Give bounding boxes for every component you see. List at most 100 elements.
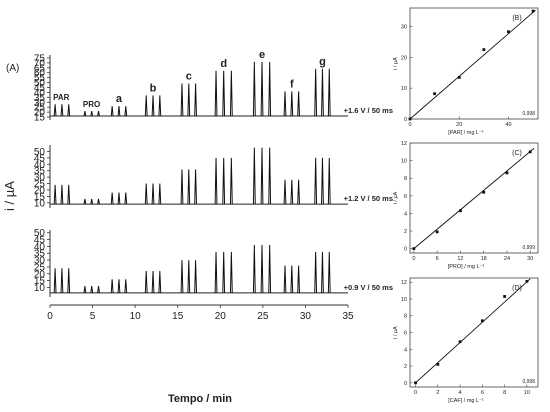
- peak-group-label-g: g: [319, 56, 326, 68]
- peak-b-1-trace-0: [144, 95, 148, 117]
- panel-B-x-axis-label: [PAR] / mg L⁻¹: [448, 130, 484, 136]
- trace-1-y-tick-label: 35: [34, 166, 46, 177]
- panel-D-y-tick-label: 4: [404, 347, 407, 353]
- peak-c-3-trace-0: [194, 83, 197, 117]
- panel-D-x-tick-label: 2: [436, 390, 439, 396]
- peak-PRO-1-trace-2: [83, 285, 87, 293]
- peak-g-2-trace-1: [321, 157, 324, 205]
- peak-PAR-1-trace-1: [53, 184, 57, 205]
- peak-a-2-trace-1: [117, 192, 121, 205]
- panel-C-y-tick-label: 12: [401, 141, 407, 147]
- x-tick-label: 5: [90, 311, 96, 322]
- panel-C-fit-line: [413, 147, 535, 249]
- peak-a-1-trace-2: [110, 279, 114, 293]
- peak-b-1-trace-1: [144, 183, 148, 205]
- panel-B-y-tick-label: 10: [401, 86, 407, 92]
- trace-0-y-tick-label: 20: [34, 108, 46, 119]
- peak-f-2-trace-2: [290, 265, 294, 293]
- panel-D-label: (D): [512, 285, 522, 292]
- peak-e-2-trace-0: [260, 61, 264, 117]
- panel-a-x-axis-label: Tempo / min: [168, 393, 232, 405]
- peak-PAR-3-trace-0: [67, 104, 71, 117]
- panel-C-x-tick-label: 0: [412, 256, 415, 262]
- peak-d-1-trace-0: [214, 70, 218, 117]
- panel-C-y-tick-label: 4: [404, 211, 407, 217]
- peak-a-3-trace-0: [124, 106, 128, 117]
- peak-d-1-trace-1: [214, 157, 218, 205]
- x-tick-label: 25: [257, 311, 269, 322]
- x-tick-label: 0: [47, 311, 53, 322]
- trace-1-y-tick-label: 30: [34, 173, 46, 184]
- trace-0-y-tick-label: 35: [34, 93, 46, 104]
- trace-0-y-tick-label: 55: [34, 73, 46, 84]
- trace-2-y-tick-label: 30: [34, 256, 46, 267]
- panel-B-data-point-5: [531, 9, 535, 13]
- peak-d-3-trace-2: [229, 251, 233, 293]
- peak-c-2-trace-1: [187, 169, 191, 205]
- panel-C-data-point-3: [482, 190, 486, 194]
- peak-PAR-2-trace-1: [60, 184, 64, 205]
- peak-PRO-3-trace-0: [97, 111, 100, 117]
- panel-D-fit-line: [415, 278, 531, 384]
- peak-PRO-1-trace-1: [83, 198, 87, 205]
- trace-0-y-tick-label: 75: [34, 53, 46, 64]
- x-tick-label: 30: [300, 311, 312, 322]
- peak-group-label-f: f: [290, 78, 294, 90]
- peak-b-2-trace-0: [151, 95, 155, 117]
- trace-1-y-tick-label: 10: [34, 198, 46, 209]
- panel-C-x-tick-label: 6: [436, 256, 439, 262]
- panel-D-y-tick-label: 0: [404, 381, 407, 387]
- peak-g-1-trace-0: [314, 68, 318, 117]
- panel-B-data-point-3: [482, 48, 486, 52]
- calibration-panel-caf: 0 2 4 6 8 10 0 2 4 6 8 10 12 (D) 0,998 [CAF] / mg L⁻¹ i …: [393, 277, 539, 404]
- panel-B-x-tick-label: 40: [505, 122, 511, 128]
- peak-PAR-1-trace-2: [53, 268, 57, 293]
- peak-e-1-trace-2: [252, 245, 256, 293]
- peak-f-1-trace-1: [283, 179, 287, 205]
- peak-group-label-b: b: [150, 82, 157, 94]
- trace-2-y-tick-label: 50: [34, 228, 46, 239]
- trace-0-y-tick-label: 25: [34, 103, 46, 114]
- peak-b-1-trace-2: [144, 270, 148, 293]
- peak-c-3-trace-1: [194, 169, 197, 205]
- panel-B-label: (B): [512, 15, 521, 22]
- trace-0-y-tick-label: 45: [34, 83, 46, 94]
- panel-B-x-tick-label: 0: [408, 122, 411, 128]
- panel-D-x-axis-label: [CAF] / mg L⁻¹: [448, 398, 484, 404]
- panel-D-data-point-2: [458, 340, 462, 344]
- panel-D-correlation: 0,998: [522, 379, 535, 385]
- panel-C-frame: [409, 142, 539, 254]
- peak-PRO-2-trace-0: [90, 111, 94, 117]
- panel-B-data-point-4: [507, 30, 510, 34]
- panel-D-y-axis-label: i / µA: [393, 326, 399, 339]
- trace-1-y-tick-label: 50: [34, 147, 46, 158]
- panel-C-data-point-4: [505, 171, 509, 175]
- trace-2-potential-annotation: +0.9 V / 50 ms: [344, 283, 393, 292]
- panel-C-label: (C): [512, 150, 522, 157]
- peak-b-3-trace-0: [158, 95, 162, 117]
- peak-f-1-trace-0: [283, 91, 287, 117]
- panel-C-y-axis-label: i / µA: [393, 191, 399, 204]
- panel-C-y-tick-label: 2: [404, 229, 407, 235]
- peak-g-1-trace-2: [314, 251, 318, 293]
- peak-d-2-trace-0: [222, 70, 226, 117]
- trace-0-y-tick-label: 40: [34, 88, 46, 99]
- peak-group-label-PAR: PAR: [53, 93, 70, 102]
- peak-c-1-trace-0: [180, 83, 184, 117]
- peak-e-3-trace-2: [268, 245, 272, 293]
- panel-B-fit-line: [409, 9, 536, 120]
- peak-g-3-trace-1: [327, 157, 331, 205]
- peak-e-3-trace-1: [268, 147, 272, 205]
- trace-0-y-tick-label: 50: [34, 78, 46, 89]
- panel-B-x-tick-label: 20: [456, 122, 462, 128]
- peak-d-2-trace-1: [222, 157, 226, 205]
- panel-a-label: (A): [6, 63, 19, 74]
- panel-B-y-tick-label: 30: [401, 25, 407, 31]
- panel-B-y-tick-label: 0: [404, 117, 407, 123]
- trace-0-y-tick-label: 65: [34, 63, 46, 74]
- trace-0-potential-annotation: +1.6 V / 50 ms: [344, 106, 393, 115]
- trace-1-y-tick-label: 25: [34, 179, 46, 190]
- panel-C-y-tick-label: 0: [404, 247, 407, 253]
